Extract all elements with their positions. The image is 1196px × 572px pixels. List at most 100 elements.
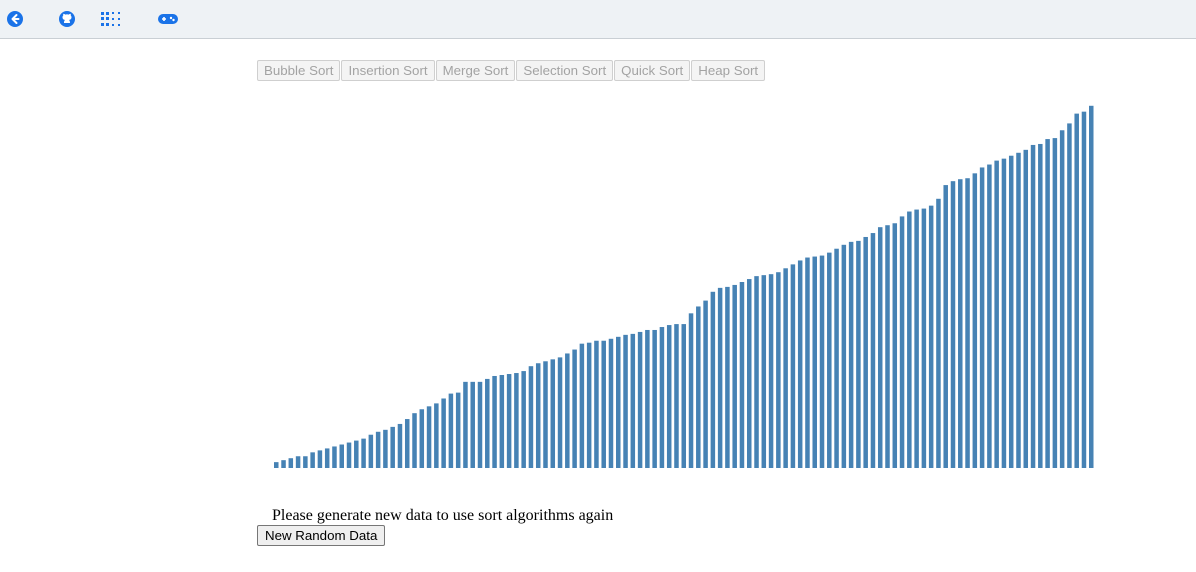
sort-algorithm-buttons: Bubble Sort Insertion Sort Merge Sort Se… [257, 60, 766, 81]
data-bar [383, 429, 388, 468]
data-bar [841, 244, 847, 468]
back-arrow-icon[interactable] [6, 10, 24, 28]
data-bar [681, 324, 687, 468]
data-bar [572, 349, 577, 468]
data-bar [288, 458, 294, 468]
data-bar [295, 456, 301, 468]
data-bar [419, 409, 425, 468]
data-bar [1016, 152, 1021, 468]
data-bar [870, 233, 876, 468]
data-bar [645, 329, 650, 468]
data-bar [550, 359, 556, 468]
data-bar [805, 257, 810, 468]
data-bar [397, 423, 403, 468]
data-bar [717, 287, 723, 468]
selection-sort-button[interactable]: Selection Sort [516, 60, 614, 81]
data-bar [616, 336, 621, 468]
data-bar [746, 279, 752, 468]
data-bar [834, 248, 839, 468]
data-bar [332, 446, 337, 468]
data-bar [565, 353, 570, 468]
data-bar [1081, 111, 1087, 468]
data-bar [281, 460, 286, 468]
data-bar [768, 274, 774, 468]
data-bar [885, 225, 890, 468]
bubble-sort-button[interactable]: Bubble Sort [257, 60, 341, 81]
gamepad-icon[interactable] [157, 10, 179, 28]
data-bar [761, 275, 767, 468]
data-bar [783, 268, 788, 468]
data-bar [739, 282, 745, 468]
data-bar [1001, 158, 1007, 468]
data-bar [346, 442, 352, 468]
data-bar [455, 392, 461, 468]
data-bar [310, 452, 315, 468]
data-bar [1045, 139, 1050, 468]
data-bar [819, 255, 825, 468]
data-bar [666, 325, 672, 468]
data-bar [361, 438, 366, 468]
data-bar [659, 327, 665, 468]
data-bar [848, 241, 854, 468]
data-bar [1074, 113, 1079, 469]
data-bar [601, 340, 606, 468]
data-bar [404, 419, 410, 468]
data-bar [579, 343, 585, 468]
data-bar [586, 342, 592, 468]
data-bar [506, 374, 512, 468]
data-bar [485, 378, 490, 468]
data-bar [368, 434, 374, 468]
insertion-sort-button[interactable]: Insertion Sort [341, 60, 435, 81]
data-bar [521, 371, 526, 468]
data-bar [303, 456, 308, 468]
data-bar [426, 406, 432, 468]
data-bar [674, 324, 679, 468]
top-navigation-bar [0, 0, 1196, 39]
sort-visualization-chart [274, 105, 1094, 469]
heap-sort-button[interactable]: Heap Sort [691, 60, 766, 81]
data-bar [703, 300, 708, 468]
data-bar [339, 444, 344, 468]
data-bar [375, 431, 381, 468]
data-bar [317, 450, 323, 468]
data-bar [441, 398, 446, 468]
data-bar [1030, 144, 1036, 468]
data-bar [877, 227, 883, 468]
data-bar [594, 340, 599, 468]
new-random-data-button[interactable]: New Random Data [257, 525, 386, 546]
data-bar [994, 160, 999, 469]
data-bar [499, 375, 505, 468]
data-bar [390, 426, 395, 468]
data-bar [943, 185, 948, 468]
data-bar [608, 338, 614, 468]
data-bar [856, 240, 861, 468]
data-bar [979, 167, 985, 468]
data-bar [623, 334, 628, 468]
data-bar [987, 164, 992, 468]
status-message: Please generate new data to use sort alg… [272, 507, 614, 524]
data-bar [921, 208, 927, 468]
quick-sort-button[interactable]: Quick Sort [614, 60, 691, 81]
data-bar [710, 291, 716, 468]
data-bar [972, 173, 978, 468]
data-bar [863, 236, 868, 468]
apps-grid-icon[interactable] [101, 10, 123, 28]
data-bar [688, 313, 694, 468]
data-bar [448, 393, 454, 468]
data-bar [965, 178, 970, 468]
data-bar [477, 381, 483, 468]
data-bar [630, 333, 636, 468]
data-bar [696, 306, 701, 468]
data-bar [1059, 130, 1065, 468]
data-bar [790, 264, 796, 468]
data-bar [492, 375, 497, 468]
github-icon[interactable] [58, 10, 76, 28]
data-bar [274, 462, 279, 468]
data-bar [535, 363, 541, 468]
data-bar [637, 331, 643, 468]
data-bar [892, 223, 898, 468]
data-bar [1023, 149, 1029, 468]
data-bar [827, 252, 832, 468]
merge-sort-button[interactable]: Merge Sort [435, 60, 516, 81]
data-bar [950, 181, 956, 469]
